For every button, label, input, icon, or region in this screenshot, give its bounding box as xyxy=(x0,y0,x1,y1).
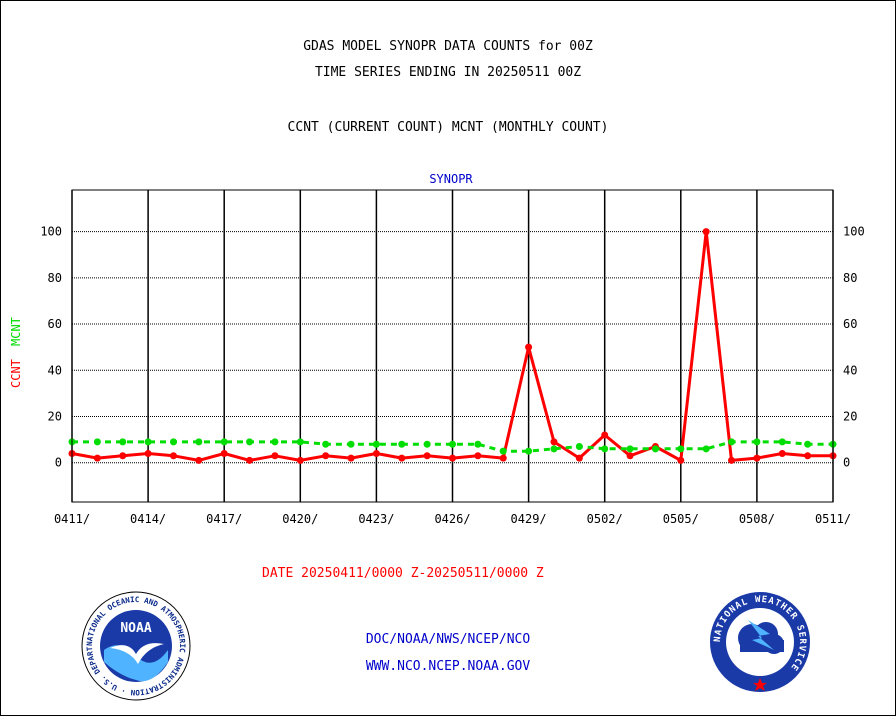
y-axis-label-ccnt: CCNT xyxy=(9,359,23,388)
data-point-mcnt xyxy=(651,445,659,453)
x-tick-label: 0511/ xyxy=(815,512,851,526)
data-point-ccnt xyxy=(169,452,177,460)
y-tick-label-right: 20 xyxy=(843,409,857,423)
x-tick-label: 0429/ xyxy=(511,512,547,526)
data-point-ccnt xyxy=(144,449,152,457)
data-point-mcnt xyxy=(499,447,507,455)
data-point-ccnt xyxy=(93,454,101,462)
noaa-logo: NATIONAL OCEANIC AND ATMOSPHERIC ADMINIS… xyxy=(80,590,191,701)
date-range-label: DATE 20250411/0000 Z-20250511/0000 Z xyxy=(262,566,544,581)
data-point-mcnt xyxy=(449,440,456,448)
y-tick-label-right: 100 xyxy=(843,225,865,239)
y-tick-label-right: 60 xyxy=(843,317,857,331)
plot-area-border xyxy=(71,189,834,503)
data-point-ccnt xyxy=(575,454,583,462)
data-point-ccnt xyxy=(474,452,482,460)
data-point-mcnt xyxy=(398,440,406,448)
y-tick-label-left: 80 xyxy=(48,271,62,285)
y-axis-label: CCNT MCNT xyxy=(9,317,23,388)
x-tick-label: 0417/ xyxy=(206,512,242,526)
chart-svg: SYNOPR CCNT MCNT 0 0 20 20 40 40 60 60 80 80 100 10… xyxy=(9,172,865,526)
y-axis-label-mcnt: MCNT xyxy=(9,317,23,346)
noaa-wordmark: NOAA xyxy=(120,621,151,636)
x-tick-label: 0414/ xyxy=(130,512,166,526)
x-tick-label: 0505/ xyxy=(663,512,699,526)
data-point-mcnt xyxy=(93,438,101,446)
x-tick-label: 0508/ xyxy=(739,512,775,526)
x-tick-label: 0426/ xyxy=(434,512,470,526)
nws-logo: NATIONAL WEATHER SERVICE xyxy=(710,592,810,692)
data-point-ccnt xyxy=(322,452,330,460)
data-point-mcnt xyxy=(195,438,203,446)
data-point-ccnt xyxy=(423,452,431,460)
y-tick-label-left: 60 xyxy=(48,317,62,331)
data-point-ccnt xyxy=(220,449,228,457)
data-point-mcnt xyxy=(626,445,634,453)
data-point-mcnt xyxy=(169,438,177,446)
chart-title-line3: CCNT (CURRENT COUNT) MCNT (MONTHLY COUNT… xyxy=(287,120,609,135)
x-tick-label: 0411/ xyxy=(54,512,90,526)
data-point-ccnt xyxy=(753,454,761,462)
data-point-mcnt xyxy=(271,438,279,446)
data-point-ccnt xyxy=(626,452,634,460)
data-point-mcnt xyxy=(347,440,355,448)
data-point-ccnt xyxy=(347,454,355,462)
data-point-mcnt xyxy=(525,447,533,455)
x-tick-label: 0420/ xyxy=(282,512,318,526)
data-point-mcnt xyxy=(296,438,304,446)
data-point-ccnt xyxy=(372,449,380,457)
data-point-mcnt xyxy=(474,440,482,448)
x-tick-label: 0502/ xyxy=(587,512,623,526)
y-tick-label-left: 100 xyxy=(40,225,62,239)
y-tick-label-left: 20 xyxy=(48,409,62,423)
data-point-ccnt xyxy=(398,454,406,462)
org-path-label: DOC/NOAA/NWS/NCEP/NCO xyxy=(365,632,531,647)
data-point-ccnt xyxy=(550,438,558,446)
x-tick-label: 0423/ xyxy=(358,512,394,526)
chart-title-line1: GDAS MODEL SYNOPR DATA COUNTS for 00Z xyxy=(303,39,593,54)
data-point-mcnt xyxy=(575,443,583,451)
data-point-mcnt xyxy=(804,440,812,448)
data-point-mcnt xyxy=(728,438,736,446)
data-point-ccnt xyxy=(601,431,609,439)
data-point-ccnt xyxy=(499,454,507,462)
data-point-mcnt xyxy=(423,440,431,448)
y-tick-label-right: 0 xyxy=(843,456,850,470)
y-tick-label-left: 40 xyxy=(48,363,62,377)
data-point-mcnt xyxy=(753,438,761,446)
data-point-mcnt xyxy=(220,438,228,446)
nws-star-icon xyxy=(753,678,767,691)
y-tick-label-right: 80 xyxy=(843,271,857,285)
chart-title-line2: TIME SERIES ENDING IN 20250511 00Z xyxy=(314,65,582,80)
data-point-mcnt xyxy=(677,445,685,453)
data-point-mcnt xyxy=(119,438,127,446)
data-point-ccnt xyxy=(702,228,710,236)
data-point-ccnt xyxy=(778,449,786,457)
data-point-ccnt xyxy=(119,452,127,460)
data-point-mcnt xyxy=(246,438,254,446)
data-point-ccnt xyxy=(525,343,533,351)
data-point-ccnt xyxy=(677,456,685,464)
y-tick-label-left: 0 xyxy=(55,456,62,470)
data-point-ccnt xyxy=(449,454,456,462)
data-point-mcnt xyxy=(702,445,710,453)
data-point-mcnt xyxy=(372,440,380,448)
y-tick-label-right: 40 xyxy=(843,363,857,377)
website-label: WWW.NCO.NCEP.NOAA.GOV xyxy=(365,659,531,674)
data-point-mcnt xyxy=(144,438,152,446)
data-point-ccnt xyxy=(728,456,736,464)
data-point-ccnt xyxy=(246,456,254,464)
plot-title: SYNOPR xyxy=(429,172,473,186)
data-point-ccnt xyxy=(296,456,304,464)
data-point-mcnt xyxy=(601,445,609,453)
data-point-ccnt xyxy=(271,452,279,460)
data-point-mcnt xyxy=(778,438,786,446)
data-point-mcnt xyxy=(322,440,330,448)
data-point-mcnt xyxy=(550,445,558,453)
data-point-ccnt xyxy=(195,456,203,464)
data-point-ccnt xyxy=(804,452,812,460)
